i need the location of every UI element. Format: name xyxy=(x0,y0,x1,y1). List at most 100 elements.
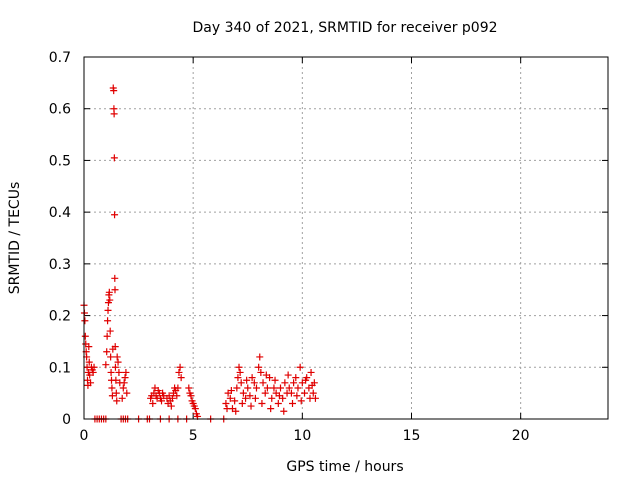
data-point xyxy=(302,376,310,384)
y-tick-label: 0.7 xyxy=(49,50,71,66)
data-point xyxy=(257,368,265,376)
data-point xyxy=(81,332,89,340)
data-point xyxy=(247,402,255,410)
data-point xyxy=(301,389,309,397)
data-point xyxy=(185,384,193,392)
y-tick-label: 0 xyxy=(62,412,71,428)
data-point xyxy=(107,368,115,376)
data-point xyxy=(90,363,98,371)
data-point xyxy=(123,389,131,397)
data-point xyxy=(110,154,118,162)
data-point xyxy=(252,384,260,392)
data-point xyxy=(256,353,264,361)
data-point xyxy=(85,358,93,366)
data-point xyxy=(102,361,110,369)
x-tick-label: 10 xyxy=(293,428,311,444)
data-point xyxy=(297,397,305,405)
y-tick-label: 0.4 xyxy=(49,205,71,221)
x-tick-label: 0 xyxy=(80,428,89,444)
data-point xyxy=(103,332,111,340)
data-point xyxy=(271,376,279,384)
data-points xyxy=(80,84,319,423)
data-point xyxy=(110,87,118,95)
data-point xyxy=(251,394,259,402)
data-point xyxy=(176,363,184,371)
data-point xyxy=(285,384,293,392)
data-point xyxy=(168,394,176,402)
data-point xyxy=(103,348,111,356)
x-tick-label: 15 xyxy=(403,428,421,444)
data-point xyxy=(287,389,295,397)
data-point xyxy=(246,392,254,400)
data-point xyxy=(231,397,239,405)
data-point xyxy=(191,405,199,413)
data-point xyxy=(158,397,166,405)
data-point xyxy=(89,368,97,376)
data-point xyxy=(111,286,119,294)
data-point xyxy=(306,394,314,402)
data-point xyxy=(119,384,127,392)
y-tick-label: 0.5 xyxy=(49,153,71,169)
data-point xyxy=(267,405,275,413)
data-point xyxy=(167,402,175,410)
data-point xyxy=(242,394,250,402)
data-point xyxy=(222,399,230,407)
y-axis-title: SRMTID / TECUs xyxy=(7,182,23,295)
data-point xyxy=(275,392,283,400)
data-point xyxy=(294,384,302,392)
data-point xyxy=(110,110,118,118)
data-point xyxy=(111,274,119,282)
data-point xyxy=(113,397,121,405)
data-point xyxy=(277,384,284,392)
data-point xyxy=(107,353,115,361)
data-point xyxy=(177,374,185,382)
data-point xyxy=(308,381,316,389)
data-point xyxy=(307,368,315,376)
data-point xyxy=(262,371,270,379)
data-point xyxy=(87,379,95,387)
data-point xyxy=(234,374,242,382)
data-point xyxy=(296,363,304,371)
data-point xyxy=(248,374,256,382)
data-point xyxy=(104,317,112,325)
data-point xyxy=(175,368,183,376)
data-point xyxy=(111,343,119,351)
data-point xyxy=(112,376,120,384)
data-point xyxy=(237,379,245,387)
data-point xyxy=(280,407,288,415)
tick-labels: 0 5 10 15 20 0 0.1 0.2 0.3 0.4 0.5 0.6 0.7 xyxy=(49,50,530,444)
data-point xyxy=(104,306,112,314)
data-point xyxy=(106,296,114,304)
data-point xyxy=(293,392,301,400)
data-point xyxy=(289,399,297,407)
data-point xyxy=(114,358,122,366)
data-point xyxy=(258,399,266,407)
data-point xyxy=(236,368,244,376)
data-point xyxy=(223,405,231,413)
data-point xyxy=(108,392,116,400)
data-point xyxy=(259,379,267,387)
data-point xyxy=(111,363,119,371)
data-point xyxy=(281,379,289,387)
data-point xyxy=(121,374,129,382)
data-point xyxy=(268,394,276,402)
data-point xyxy=(235,363,243,371)
data-point xyxy=(309,389,317,397)
data-point xyxy=(85,343,93,351)
data-point xyxy=(238,399,246,407)
data-point xyxy=(255,363,263,371)
y-tick-label: 0.6 xyxy=(49,102,71,118)
data-point xyxy=(232,407,240,415)
data-point xyxy=(227,387,235,395)
y-tick-label: 0.1 xyxy=(49,360,71,376)
data-point xyxy=(112,389,120,397)
data-point xyxy=(108,384,116,392)
data-point xyxy=(250,379,258,387)
y-tick-label: 0.3 xyxy=(49,257,71,273)
data-point xyxy=(118,394,126,402)
x-tick-label: 5 xyxy=(189,428,198,444)
data-point xyxy=(292,374,300,382)
y-tick-label: 0.2 xyxy=(49,309,71,325)
